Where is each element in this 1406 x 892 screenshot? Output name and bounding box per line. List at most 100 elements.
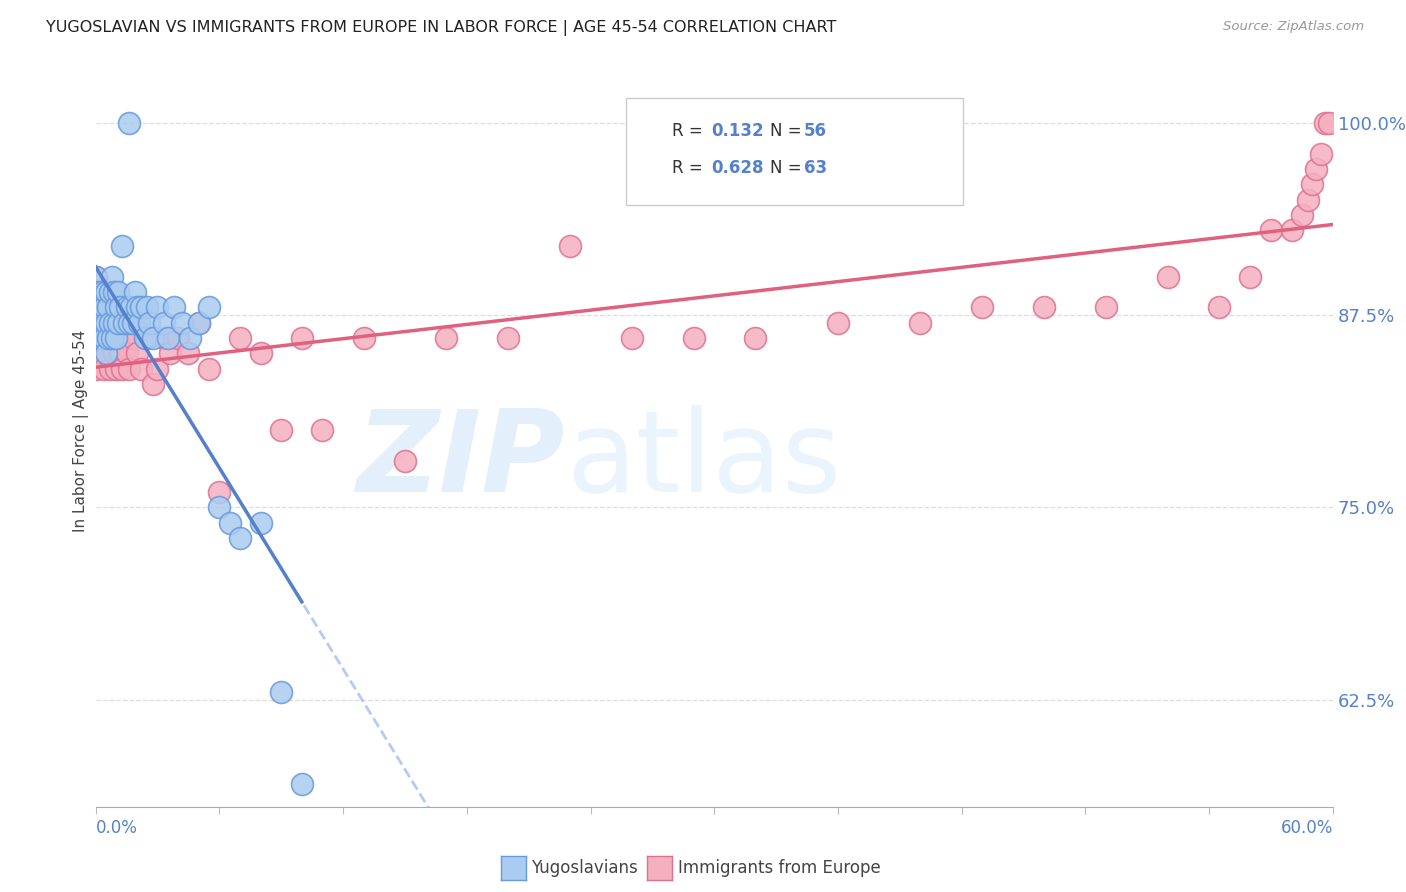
Point [146,301,169,315]
Point [142,377,165,392]
Point [117,362,139,376]
Text: 0.628: 0.628 [711,159,763,177]
Point [152,316,174,330]
Point [86,316,108,330]
Point [229,531,252,545]
Point [129,301,152,315]
Text: Source: ZipAtlas.com: Source: ZipAtlas.com [1223,20,1364,33]
Point [1305,161,1327,176]
Point [86,316,108,330]
Point [114,331,136,345]
Point [198,301,221,315]
Text: N =: N = [770,122,807,140]
Point [229,331,252,345]
Point [84,301,107,315]
Point [136,301,159,315]
Point [101,331,124,345]
Point [138,316,160,330]
Point [97,301,120,315]
Point [270,424,292,438]
Point [121,331,143,345]
Point [98,316,121,330]
Point [159,346,181,360]
Point [84,269,107,284]
Point [84,331,107,345]
Point [827,316,849,330]
Point [94,331,117,345]
Point [105,301,128,315]
Point [1291,208,1313,222]
Point [1296,193,1319,207]
Point [110,346,132,360]
Point [249,346,271,360]
Point [84,331,107,345]
Point [128,316,150,330]
Point [1313,116,1336,130]
Point [111,362,134,376]
Point [84,269,107,284]
Text: 60.0%: 60.0% [1281,819,1333,837]
Point [90,285,112,299]
Point [97,331,120,345]
Point [179,331,201,345]
Point [910,316,932,330]
Text: 0.0%: 0.0% [96,819,138,837]
Point [129,362,152,376]
Point [249,516,271,530]
Point [105,331,128,345]
Point [84,362,107,376]
Point [93,331,115,345]
Point [1309,146,1331,161]
Text: YUGOSLAVIAN VS IMMIGRANTS FROM EUROPE IN LABOR FORCE | AGE 45-54 CORRELATION CHA: YUGOSLAVIAN VS IMMIGRANTS FROM EUROPE IN… [46,20,837,36]
Point [105,362,128,376]
Point [101,331,124,345]
Point [496,331,519,345]
Point [1317,116,1340,130]
Point [136,331,159,345]
Point [89,331,111,345]
Point [291,331,314,345]
Point [98,285,121,299]
Point [124,285,146,299]
Point [142,331,165,345]
Point [103,285,125,299]
Point [89,331,111,345]
Point [291,777,314,791]
Point [353,331,375,345]
Point [101,269,124,284]
Point [218,516,240,530]
Point [620,331,643,345]
Text: Immigrants from Europe: Immigrants from Europe [678,859,880,877]
Point [115,346,138,360]
Point [682,331,704,345]
Point [1239,269,1261,284]
Point [107,331,129,345]
Text: atlas: atlas [565,405,841,516]
Point [120,301,142,315]
Point [187,316,209,330]
Y-axis label: In Labor Force | Age 45-54: In Labor Force | Age 45-54 [73,329,89,532]
Text: 0.132: 0.132 [711,122,763,140]
Point [1095,301,1118,315]
Point [125,346,148,360]
Point [90,346,112,360]
Point [187,316,209,330]
Point [163,301,186,315]
Point [134,331,156,345]
Point [93,301,115,315]
Point [1157,269,1180,284]
Point [167,331,190,345]
Text: N =: N = [770,159,807,177]
Point [84,301,107,315]
Point [115,301,138,315]
Point [107,285,129,299]
Point [121,316,143,330]
Point [117,116,139,130]
Point [97,346,120,360]
Point [208,500,231,515]
Point [558,239,581,253]
Point [270,685,292,699]
Point [198,362,221,376]
Point [311,424,333,438]
Text: R =: R = [672,159,709,177]
